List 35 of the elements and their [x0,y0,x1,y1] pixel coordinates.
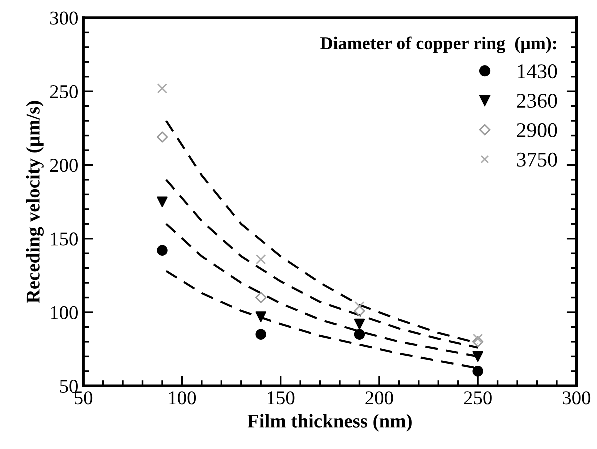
point [256,292,267,304]
point [354,305,366,317]
point [472,366,484,377]
x-axis-title: Film thickness (nm) [248,414,412,432]
legend-label: 2900 [517,123,558,138]
x-tick-label: 100 [169,392,196,405]
point [157,84,168,94]
y-tick-label: 300 [50,12,78,25]
point [256,329,266,340]
legend-label: 3750 [517,152,558,167]
y-tick-label: 250 [50,85,78,99]
x-tick-label: 150 [268,392,295,405]
point [256,312,266,322]
point [156,132,168,143]
legend-label: 1430 [518,64,558,79]
point [157,245,168,256]
point [157,196,168,208]
x-tick-label: 250 [464,392,492,405]
x-tick-label: 50 [74,392,93,405]
point [472,351,484,362]
legend-label: 2360 [517,94,558,108]
legend-title: Diameter of copper ring (μm): [320,36,556,54]
point [472,336,484,348]
y-tick-label: 200 [50,159,78,172]
point [354,329,366,340]
point [354,302,365,312]
point [354,318,366,330]
point [472,334,484,344]
x-tick-label: 300 [563,392,591,405]
y-tick-label: 150 [51,232,78,246]
y-tick-label: 50 [60,380,78,394]
point [256,254,266,265]
x-tick-label: 200 [366,392,394,405]
y-tick-label: 100 [51,306,78,320]
y-axis-title: Receding velocity (μm/s) [26,101,44,304]
